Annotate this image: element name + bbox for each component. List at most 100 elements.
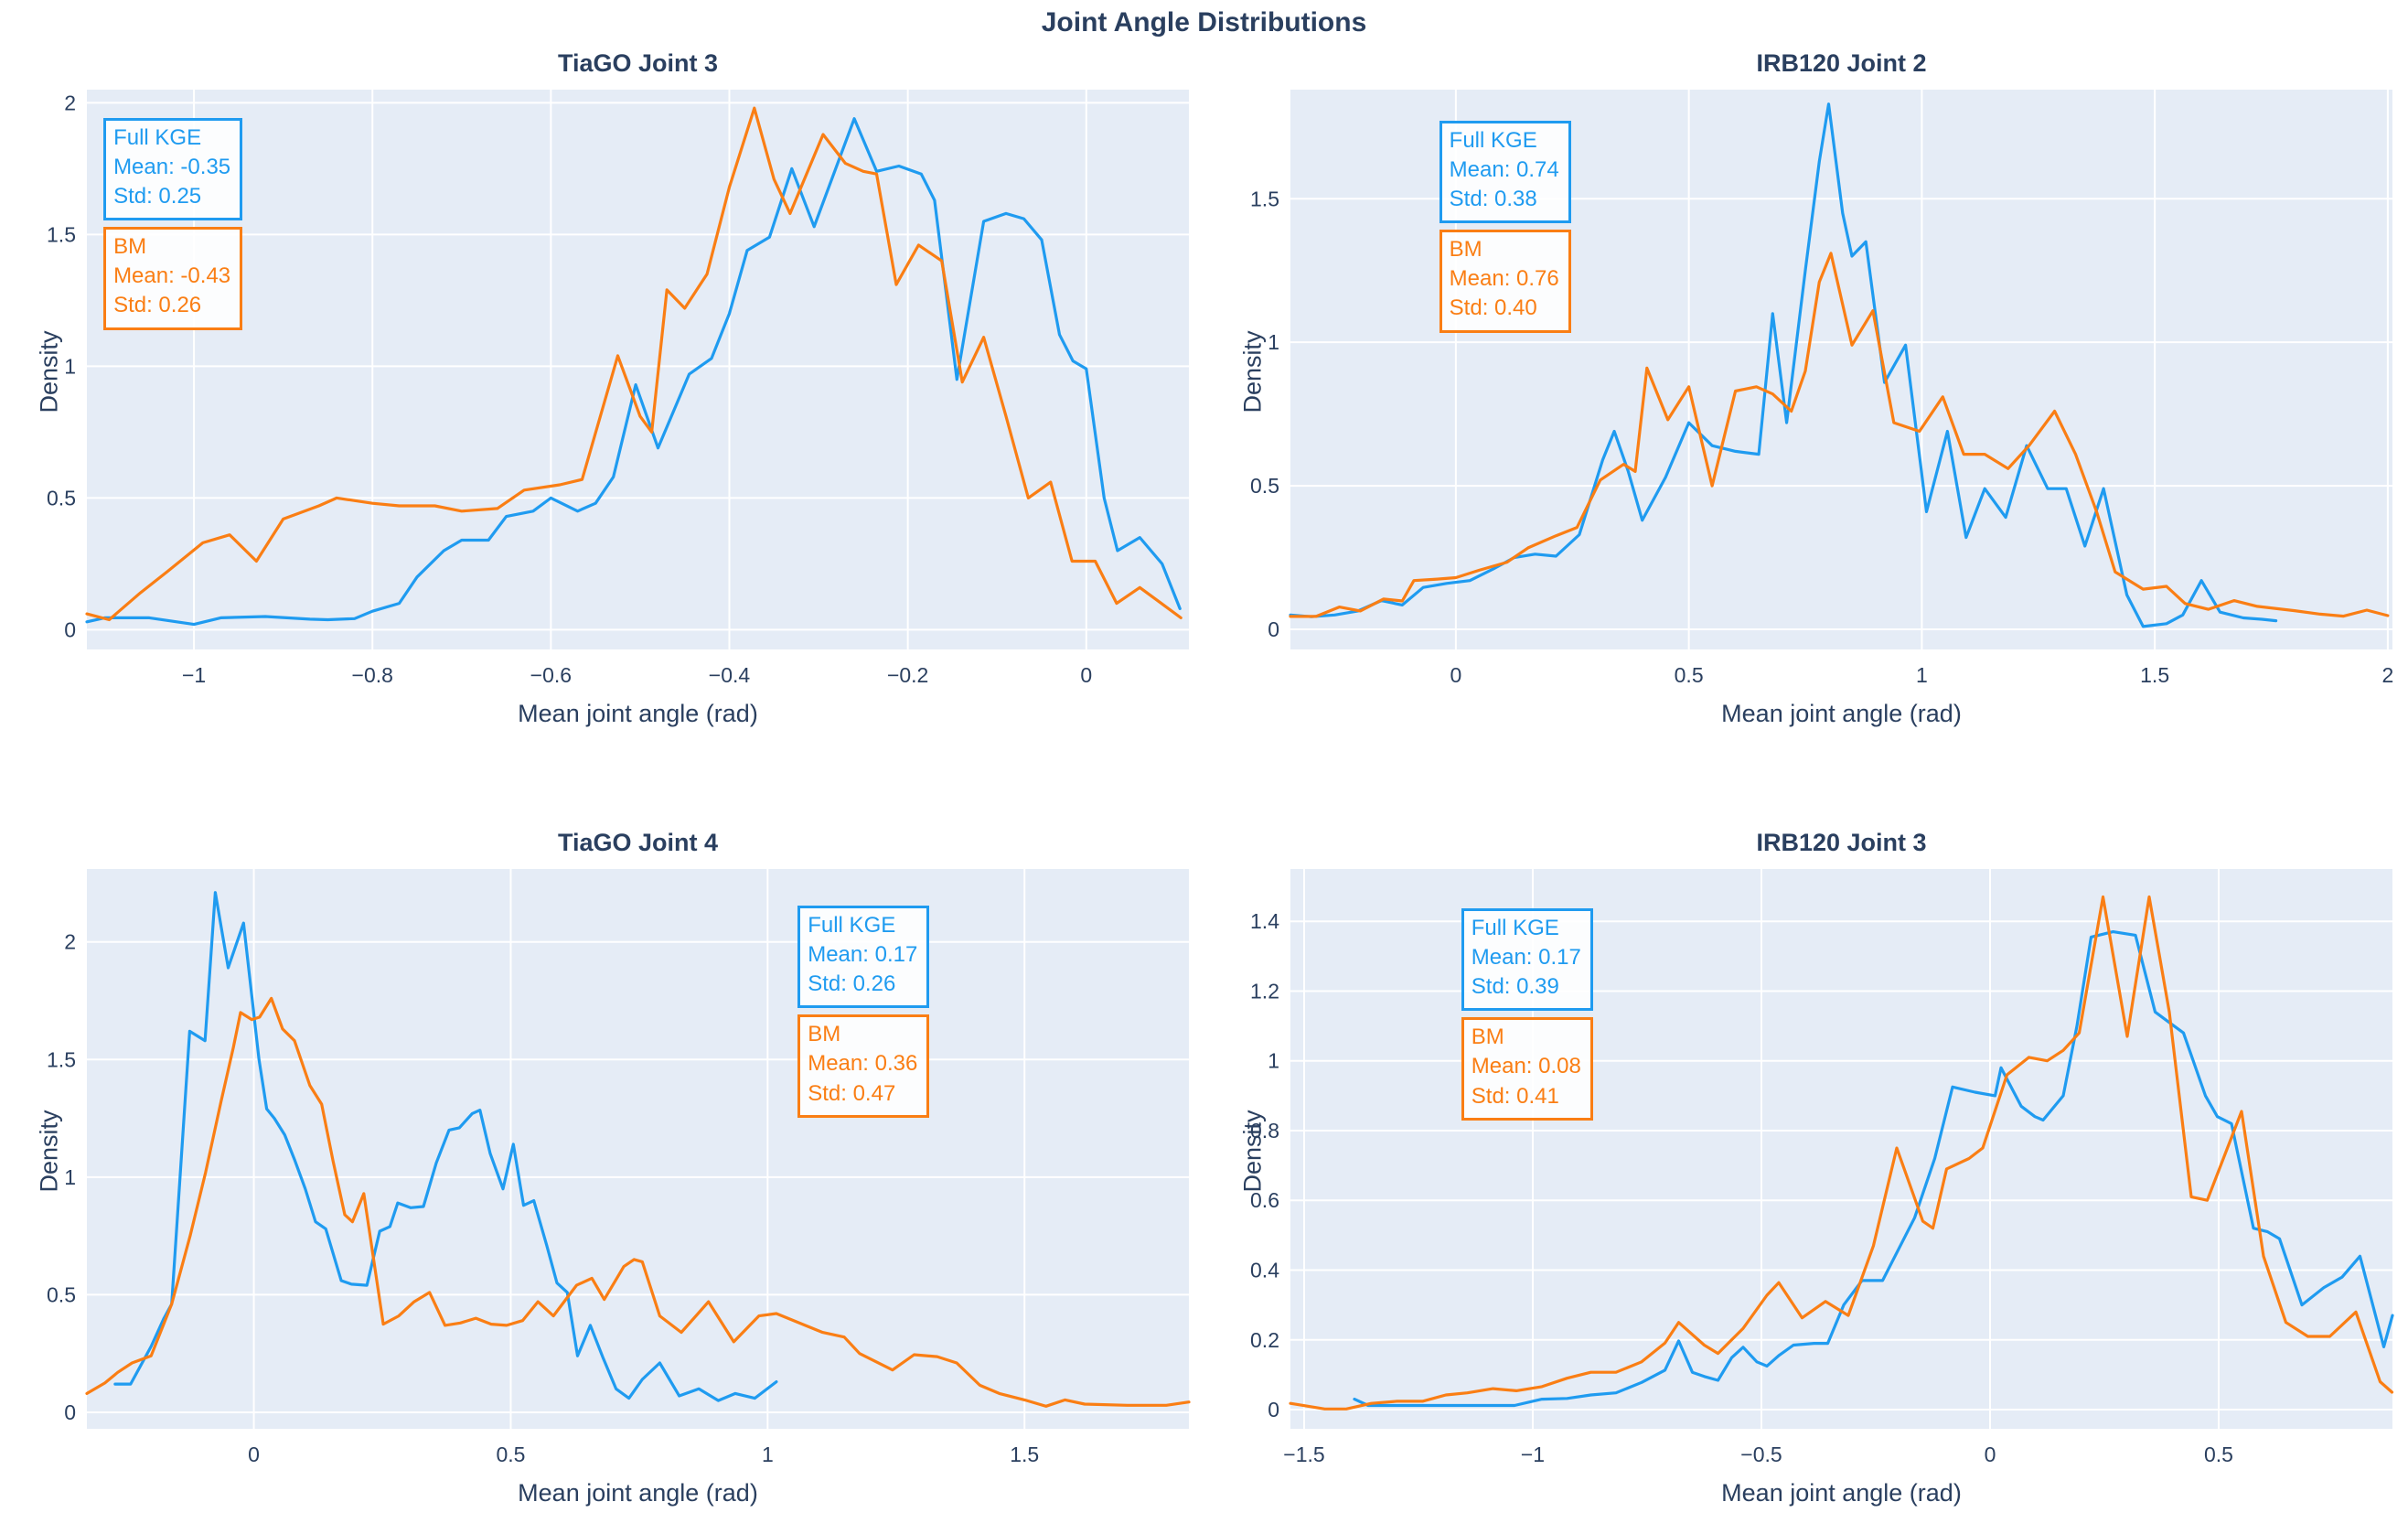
x-tick-label: −0.5 xyxy=(1740,1443,1782,1466)
y-tick-label: 0 xyxy=(1268,617,1279,641)
gridlines xyxy=(87,90,1189,649)
x-axis-label: Mean joint angle (rad) xyxy=(1721,700,1962,727)
x-tick-label: −1.5 xyxy=(1283,1443,1324,1466)
legend-series-name: Full KGE xyxy=(113,124,202,150)
legend-mean: Mean: 0.17 xyxy=(808,941,918,967)
legend-std: Std: 0.26 xyxy=(808,971,896,997)
tick-labels: −1.5 −1 −0.5 0 0.5 0 0.2 0.4 0.6 0.8 1 1.2 1.4 xyxy=(1250,909,2233,1466)
x-tick-label: −1 xyxy=(1521,1443,1545,1466)
subplot-tiago-joint-4: 0 0.5 1 1.5 0 0.5 1 1.5 2 TiaGO Joint 4 Density … xyxy=(0,785,1204,1533)
y-tick-label: 0 xyxy=(64,617,76,641)
y-tick-label: 0.5 xyxy=(47,1282,76,1306)
gridlines xyxy=(87,869,1189,1429)
y-tick-label: 0.6 xyxy=(1250,1188,1279,1212)
x-tick-label: −0.4 xyxy=(709,663,751,687)
line-full-kge xyxy=(1289,102,2278,628)
x-tick-label: −0.2 xyxy=(887,663,928,687)
y-tick-label: 1.5 xyxy=(47,1047,76,1071)
legend: Full KGE Mean: 0.17 Std: 0.26 BM Mean: 0… xyxy=(797,905,930,1124)
line-bm xyxy=(85,996,1191,1408)
legend-mean: Mean: 0.36 xyxy=(808,1051,918,1077)
x-tick-label: 2 xyxy=(2382,663,2394,687)
line-full-kge xyxy=(113,891,778,1402)
subplot-irb120-joint-2: 0 0.5 1 1.5 2 0 0.5 1 1.5 IRB120 Joint 2 Density… xyxy=(1204,37,2408,785)
plot-canvas: 0 0.5 1 1.5 0 0.5 1 1.5 2 xyxy=(47,869,1191,1466)
x-tick-label: 0.5 xyxy=(2204,1443,2233,1466)
legend-series-name: Full KGE xyxy=(1471,915,1559,940)
plot-canvas: −1 −0.8 −0.6 −0.4 −0.2 0 0 0.5 1 1.5 2 xyxy=(47,90,1189,687)
y-tick-label: 1.5 xyxy=(47,222,76,246)
tick-labels: 0 0.5 1 1.5 2 0 0.5 1 1.5 xyxy=(1250,187,2393,687)
y-tick-label: 0.5 xyxy=(1250,474,1279,498)
x-tick-label: 0 xyxy=(1080,663,1092,687)
y-axis-label: Density xyxy=(35,330,63,413)
legend-std: Std: 0.39 xyxy=(1471,974,1559,1000)
y-tick-label: 0.8 xyxy=(1250,1119,1279,1142)
x-axis-label: Mean joint angle (rad) xyxy=(1721,1479,1962,1507)
x-tick-label: −0.8 xyxy=(352,663,393,687)
y-axis-label: Density xyxy=(1238,330,1267,413)
subplot-tiago-joint-3: −1 −0.8 −0.6 −0.4 −0.2 0 0 0.5 1 1.5 2 TiaGO Joint… xyxy=(0,37,1204,785)
x-tick-label: 1.5 xyxy=(1010,1443,1039,1466)
y-tick-label: 1.4 xyxy=(1250,909,1279,933)
y-tick-label: 1 xyxy=(64,1165,76,1189)
legend-box-full-kge: Full KGE Mean: 0.17 Std: 0.26 xyxy=(797,905,930,1009)
subplot-title: TiaGO Joint 4 xyxy=(557,829,719,856)
x-tick-label: 1 xyxy=(1916,663,1928,687)
plot-canvas: 0 0.5 1 1.5 2 0 0.5 1 1.5 xyxy=(1250,90,2393,687)
legend-mean: Mean: -0.43 xyxy=(113,263,231,289)
legend-std: Std: 0.41 xyxy=(1471,1083,1559,1109)
legend-mean: Mean: 0.17 xyxy=(1471,944,1581,970)
y-tick-label: 0.2 xyxy=(1250,1328,1279,1352)
figure-title: Joint Angle Distributions xyxy=(1041,7,1367,38)
y-tick-label: 2 xyxy=(64,91,76,114)
subplot-title: IRB120 Joint 2 xyxy=(1756,49,1927,77)
x-axis-label: Mean joint angle (rad) xyxy=(518,700,758,727)
legend-std: Std: 0.40 xyxy=(1449,295,1537,321)
y-tick-label: 0.4 xyxy=(1250,1259,1279,1282)
legend-series-name: Full KGE xyxy=(808,912,896,938)
y-tick-label: 1 xyxy=(1268,330,1279,354)
legend-std: Std: 0.38 xyxy=(1449,186,1537,211)
legend-series-name: BM xyxy=(1471,1024,1504,1050)
subplot-title: TiaGO Joint 3 xyxy=(557,49,719,77)
legend-box-bm: BM Mean: 0.76 Std: 0.40 xyxy=(1439,230,1571,333)
y-tick-label: 0.5 xyxy=(47,486,76,510)
x-tick-label: 0.5 xyxy=(496,1443,525,1466)
x-tick-label: 1 xyxy=(762,1443,774,1466)
x-tick-label: 0 xyxy=(1450,663,1461,687)
legend-series-name: BM xyxy=(113,234,147,260)
legend-box-bm: BM Mean: -0.43 Std: 0.26 xyxy=(103,227,243,330)
legend: Full KGE Mean: 0.17 Std: 0.39 BM Mean: 0… xyxy=(1461,907,1593,1127)
legend-box-bm: BM Mean: 0.08 Std: 0.41 xyxy=(1461,1017,1593,1121)
legend-mean: Mean: 0.74 xyxy=(1449,156,1559,182)
legend-box-full-kge: Full KGE Mean: 0.74 Std: 0.38 xyxy=(1439,120,1571,224)
legend: Full KGE Mean: 0.74 Std: 0.38 BM Mean: 0… xyxy=(1439,120,1571,339)
y-tick-label: 1.2 xyxy=(1250,979,1279,1003)
subplot-grid: −1 −0.8 −0.6 −0.4 −0.2 0 0 0.5 1 1.5 2 TiaGO Joint… xyxy=(0,37,2408,1533)
x-tick-label: 0 xyxy=(1985,1443,1996,1466)
legend-mean: Mean: 0.76 xyxy=(1449,266,1559,292)
y-tick-label: 0 xyxy=(64,1400,76,1424)
legend-std: Std: 0.47 xyxy=(808,1080,896,1106)
legend-std: Std: 0.26 xyxy=(113,293,202,318)
line-bm xyxy=(1289,252,2390,618)
legend-box-bm: BM Mean: 0.36 Std: 0.47 xyxy=(797,1014,930,1118)
legend-series-name: Full KGE xyxy=(1449,127,1537,153)
legend-box-full-kge: Full KGE Mean: 0.17 Std: 0.39 xyxy=(1461,907,1593,1012)
y-tick-label: 1.5 xyxy=(1250,187,1279,210)
legend-series-name: BM xyxy=(1449,237,1482,263)
line-full-kge xyxy=(1353,930,2394,1408)
x-tick-label: 0.5 xyxy=(1675,663,1704,687)
y-axis-label: Density xyxy=(35,1110,63,1193)
line-bm xyxy=(1289,895,2394,1411)
y-tick-label: 1 xyxy=(64,354,76,378)
legend-mean: Mean: 0.08 xyxy=(1471,1054,1581,1079)
y-tick-label: 0 xyxy=(1268,1398,1279,1421)
tick-labels: −1 −0.8 −0.6 −0.4 −0.2 0 0 0.5 1 1.5 2 xyxy=(47,91,1092,687)
x-tick-label: −1 xyxy=(182,663,206,687)
x-tick-label: 1.5 xyxy=(2140,663,2169,687)
line-bm xyxy=(85,106,1183,622)
legend-mean: Mean: -0.35 xyxy=(113,154,231,179)
